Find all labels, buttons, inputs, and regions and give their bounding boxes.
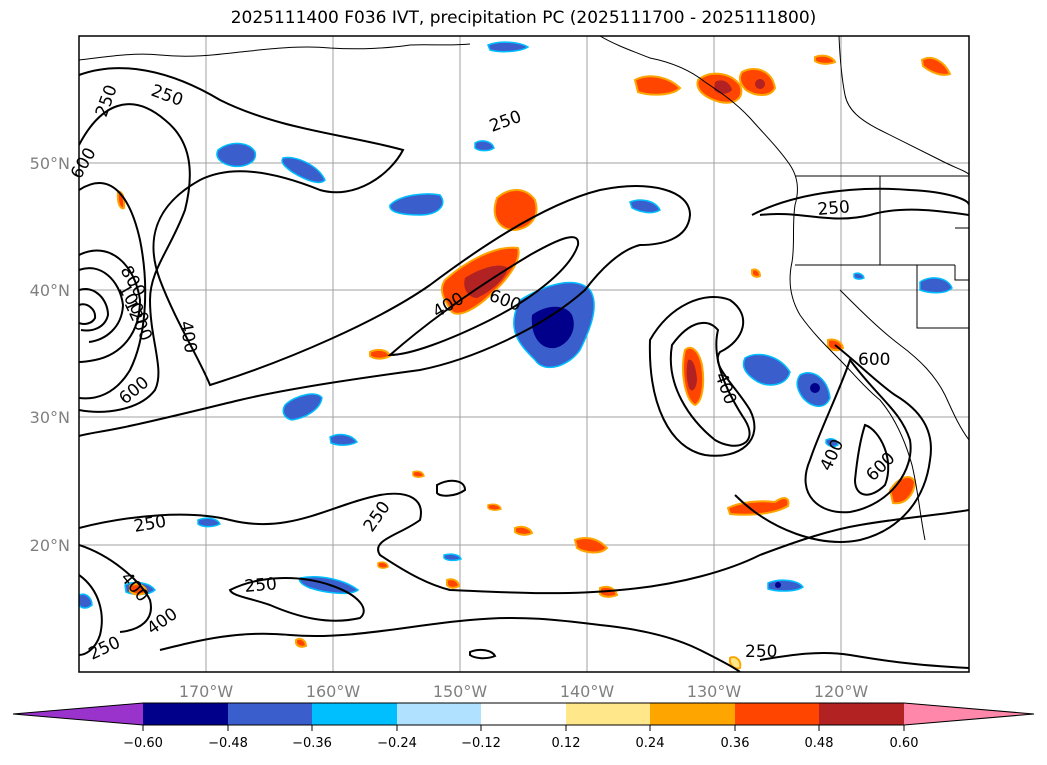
colorbar-segment xyxy=(819,703,904,725)
lat-tick-label: 30°N xyxy=(30,408,70,427)
lat-tick-label: 50°N xyxy=(30,154,70,173)
colorbar-tick-label: −0.48 xyxy=(208,736,248,751)
colorbar-tick-label: −0.60 xyxy=(123,736,163,751)
colorbar-segment xyxy=(312,703,397,725)
colorbar-segment xyxy=(650,703,735,725)
colorbar: −0.60 −0.48 −0.36 −0.24 −0.12 0.12 0.24 … xyxy=(12,702,1035,751)
colorbar-segment xyxy=(143,703,228,725)
colorbar-segment xyxy=(481,703,566,725)
lon-tick-label: 170°W xyxy=(179,682,234,701)
colorbar-tick-label: −0.24 xyxy=(377,736,417,751)
gridlines xyxy=(79,36,969,672)
lon-tick-label: 150°W xyxy=(433,682,488,701)
colorbar-extend-low xyxy=(13,703,143,725)
precip-positive-shading xyxy=(116,54,952,670)
precip-negative-shading xyxy=(79,41,953,609)
map-title: 2025111400 F036 IVT, precipitation PC (2… xyxy=(230,8,817,28)
map-frame xyxy=(78,35,970,673)
lat-tick-label: 40°N xyxy=(30,281,70,300)
contour-label: 600 xyxy=(858,350,890,370)
lon-tick-label: 120°W xyxy=(814,682,869,701)
contour-label: 250 xyxy=(244,574,278,597)
colorbar-segment xyxy=(566,703,650,725)
lat-axis: 50°N 40°N 30°N 20°N xyxy=(30,154,70,555)
colorbar-tick-label: 0.12 xyxy=(552,736,581,751)
lon-tick-label: 160°W xyxy=(306,682,361,701)
lon-tick-label: 140°W xyxy=(560,682,615,701)
map-area xyxy=(79,36,969,672)
colorbar-tick-label: 0.24 xyxy=(636,736,665,751)
colorbar-tick-label: −0.36 xyxy=(292,736,332,751)
colorbar-segment xyxy=(228,703,312,725)
coastlines xyxy=(79,36,969,541)
lon-axis: 170°W 160°W 150°W 140°W 130°W 120°W xyxy=(179,682,869,701)
colorbar-segment xyxy=(397,703,481,725)
contour-label: 250 xyxy=(817,197,851,220)
colorbar-tick-label: 0.60 xyxy=(890,736,919,751)
contour-label: 250 xyxy=(745,642,777,662)
colorbar-segment xyxy=(735,703,819,725)
colorbar-tick-label: 0.36 xyxy=(721,736,750,751)
lat-tick-label: 20°N xyxy=(30,536,70,555)
colorbar-tick-label: 0.48 xyxy=(805,736,834,751)
colorbar-extend-high xyxy=(904,703,1034,725)
colorbar-tick-label: −0.12 xyxy=(461,736,501,751)
lon-tick-label: 130°W xyxy=(687,682,742,701)
